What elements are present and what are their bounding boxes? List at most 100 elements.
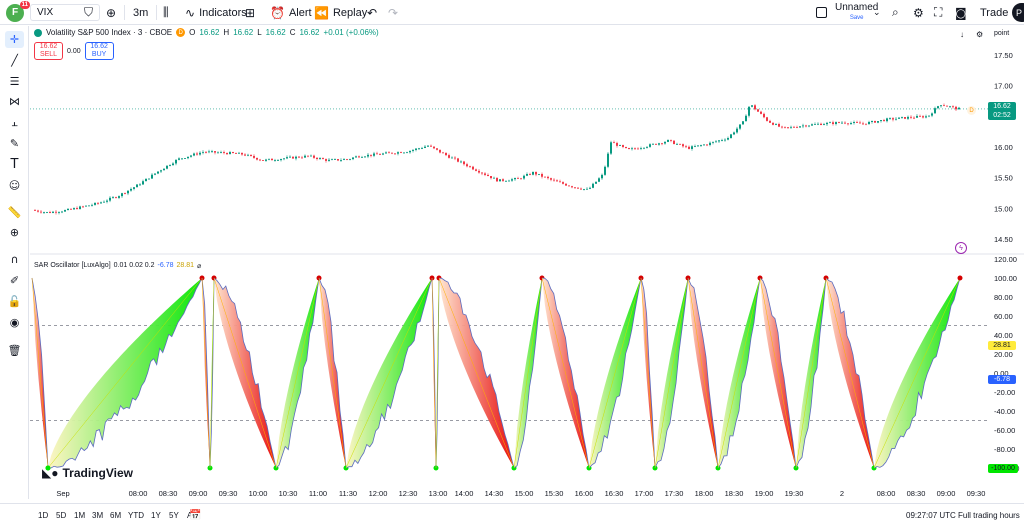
text-tool[interactable]: T	[5, 156, 24, 173]
range-button-3m[interactable]: 3M	[92, 510, 104, 520]
profile-button[interactable]: P	[1012, 3, 1024, 22]
sar-line	[345, 277, 433, 469]
candle-body	[514, 178, 516, 180]
candle-body	[202, 151, 204, 153]
oscillator-value-3: ⌀	[197, 263, 202, 270]
lightning-icon[interactable]: ϟ	[955, 242, 967, 254]
layout-name-button[interactable]: Unnamed Save	[835, 0, 878, 25]
redo-button[interactable]: ↷	[388, 0, 398, 25]
sar-line	[825, 277, 875, 469]
fullscreen-button[interactable]: ⛶	[934, 0, 942, 25]
range-button-1y[interactable]: 1Y	[151, 510, 161, 520]
scale-settings-icon[interactable]: ⚙	[976, 30, 984, 39]
range-button-1d[interactable]: 1D	[38, 510, 49, 520]
candle-body	[253, 155, 255, 158]
remove-drawings-tool[interactable]: 🗑	[5, 342, 24, 359]
snapshot-button[interactable]: ◙	[955, 0, 967, 25]
osc-axis-label: 40.00	[994, 331, 1013, 340]
symbol-search[interactable]: VIX ⛉	[30, 0, 100, 25]
candle-body	[370, 154, 372, 156]
magnet-tool[interactable]: ∩	[5, 251, 24, 268]
compare-symbol-button[interactable]: ⊕	[106, 0, 116, 25]
brush-tool[interactable]: ✎	[5, 135, 24, 152]
indicators-button[interactable]: ∿ Indicators	[185, 0, 247, 25]
range-button-5y[interactable]: 5Y	[169, 510, 179, 520]
candle-body	[328, 159, 330, 161]
goto-date-button[interactable]: 📅	[189, 504, 201, 525]
crosshair-tool[interactable]: ✛	[5, 31, 24, 48]
icon-tool[interactable]: ☺	[5, 177, 24, 194]
candle-body	[871, 120, 873, 122]
candle-body	[382, 153, 384, 155]
pattern-tool[interactable]: ⋈	[5, 93, 24, 110]
candle-body	[559, 181, 561, 183]
candle-body	[808, 125, 810, 127]
trade-button[interactable]: Trade	[980, 0, 1008, 25]
heart-shield-icon[interactable]: ⛉	[83, 5, 93, 19]
candle-body	[862, 123, 864, 125]
candle-body	[238, 152, 240, 154]
measure-tool[interactable]: 📏	[5, 204, 24, 221]
trend-line-tool[interactable]: ╱	[5, 52, 24, 69]
settings-button[interactable]: ⚙	[913, 0, 924, 25]
range-button-all[interactable]: All	[187, 510, 196, 520]
zoom-tool[interactable]: ⊕	[5, 224, 24, 241]
candle-body	[796, 127, 798, 129]
candle-body	[841, 122, 843, 124]
layout-checkbox[interactable]	[816, 0, 827, 25]
candle-body	[484, 173, 486, 175]
replay-button[interactable]: ⏪ Replay	[314, 0, 367, 25]
range-button-5d[interactable]: 5D	[56, 510, 67, 520]
candle-body	[898, 117, 900, 119]
candle-body	[922, 116, 924, 118]
clock[interactable]: 09:27:07 UTC	[906, 510, 956, 520]
session-button[interactable]: Full trading hours	[958, 510, 1020, 520]
fib-tool[interactable]: ☰	[5, 73, 24, 90]
chart-canvas[interactable]: 17.5017.0016.5016.0015.5015.0014.50120.0…	[30, 26, 1024, 499]
forecast-tool[interactable]: ⫠	[5, 114, 24, 131]
alert-button[interactable]: ⏰ Alert	[270, 0, 312, 25]
dividend-marker[interactable]: D	[967, 106, 976, 115]
time-axis-label: 09:00	[189, 489, 208, 498]
quick-search-button[interactable]: ⌕	[892, 0, 899, 25]
candle-body	[442, 152, 444, 154]
buy-button[interactable]: 16.62 BUY	[84, 42, 114, 60]
sar-line	[318, 277, 347, 469]
range-button-ytd[interactable]: YTD	[128, 510, 144, 520]
candle-body	[820, 123, 822, 125]
stay-in-drawing-tool[interactable]: ✐	[5, 272, 24, 289]
undo-button[interactable]: ↶	[367, 0, 377, 25]
layout-menu-button[interactable]: ⌄	[873, 0, 881, 25]
market-open-icon	[34, 28, 42, 37]
user-menu-button[interactable]: F 11	[6, 0, 30, 25]
rewind-icon: ⏪	[314, 5, 329, 20]
range-button-1m[interactable]: 1M	[74, 510, 86, 520]
candle-body	[895, 118, 897, 120]
bar-style-button[interactable]: ⫼	[163, 0, 169, 25]
chevron-down-icon: ⌄	[873, 7, 881, 18]
lock-drawings-tool[interactable]: 🔓	[5, 293, 24, 310]
candle-body	[760, 111, 762, 114]
text-icon: T	[10, 157, 19, 172]
candle-body	[646, 146, 648, 148]
candle-body	[106, 200, 108, 202]
chart-area[interactable]: 17.5017.0016.5016.0015.5015.0014.50120.0…	[30, 26, 1024, 499]
interval-button[interactable]: 3m	[133, 0, 148, 25]
hide-drawings-tool[interactable]: ◉	[5, 314, 24, 331]
scroll-down-icon[interactable]: ↓	[960, 30, 964, 39]
time-axis-label: 12:00	[369, 489, 388, 498]
sell-button[interactable]: 16.62 SELL	[34, 42, 63, 60]
range-button-6m[interactable]: 6M	[110, 510, 122, 520]
candle-body	[136, 184, 138, 188]
candle-body	[682, 144, 684, 147]
candle-body	[133, 187, 135, 189]
candle-body	[823, 124, 825, 125]
candle-body	[286, 157, 288, 159]
templates-button[interactable]: ⊞	[245, 0, 255, 25]
high-value: 16.62	[233, 28, 254, 37]
candle-body	[334, 159, 336, 160]
delayed-badge: D	[176, 28, 186, 37]
scale-mode-label[interactable]: point	[994, 30, 1010, 37]
candle-body	[943, 105, 945, 107]
candle-body	[490, 176, 492, 179]
